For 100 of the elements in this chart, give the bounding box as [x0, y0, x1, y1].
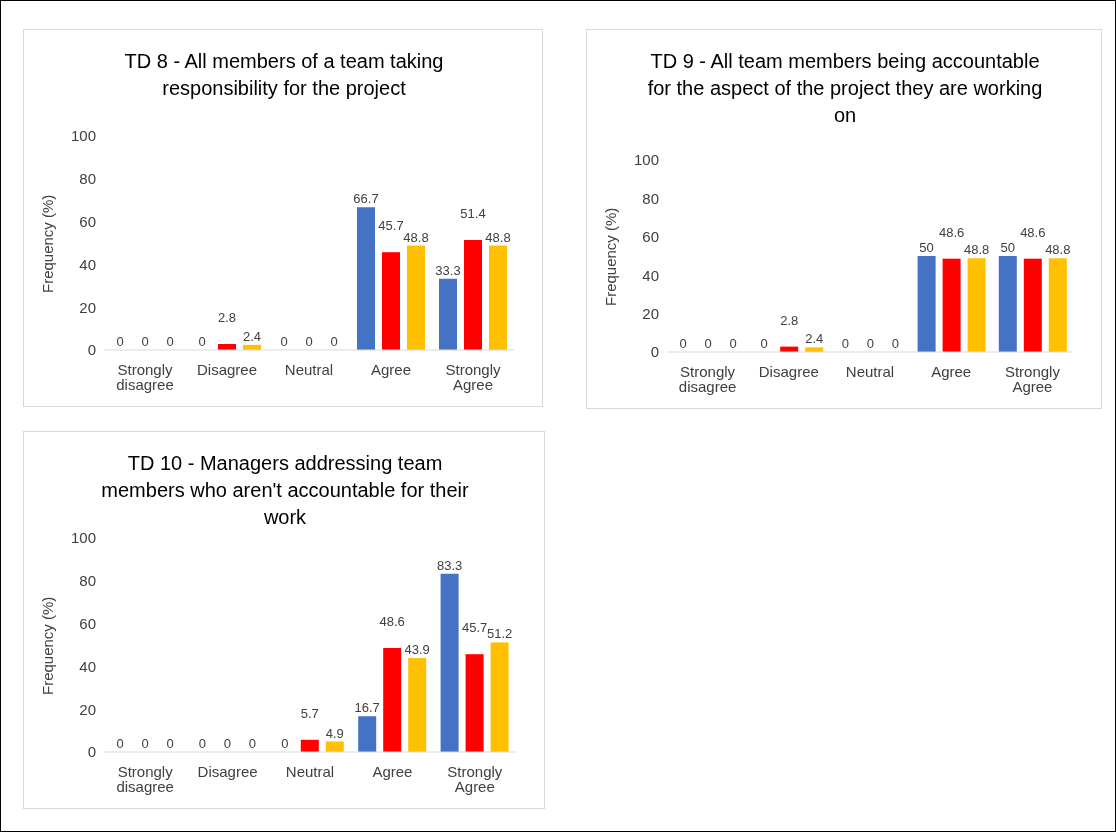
- bar: [464, 240, 482, 350]
- y-tick-label: 20: [642, 304, 659, 322]
- data-label: 0: [116, 334, 124, 349]
- x-tick-label: Disagree: [197, 762, 258, 780]
- bar: [357, 207, 375, 350]
- y-axis-title: Frequency (%): [39, 194, 57, 293]
- data-label: 48.8: [963, 242, 990, 258]
- x-tick-label: Neutral: [845, 362, 895, 380]
- data-label: 0: [198, 334, 206, 349]
- x-tick-label: Strongly disagree: [116, 762, 174, 795]
- y-tick-label: 20: [79, 700, 96, 718]
- bar: [942, 258, 961, 352]
- bar: [489, 245, 507, 350]
- data-label: 50: [1000, 240, 1016, 255]
- data-label: 45.7: [461, 620, 488, 636]
- x-tick-label: Agree: [372, 762, 413, 780]
- data-label: 16.7: [354, 700, 380, 716]
- chart-title: TD 9 - All team members being accountable for the aspect of the project they are working on: [647, 49, 1043, 128]
- x-tick-label: Neutral: [285, 762, 335, 780]
- data-label: 48.8: [1045, 242, 1071, 258]
- x-tick-label: Strongly Agree: [1004, 362, 1061, 395]
- bar: [407, 245, 425, 350]
- bar: [998, 256, 1017, 352]
- y-tick-label: 20: [79, 298, 96, 316]
- data-label: 48.6: [938, 224, 965, 240]
- y-tick-label: 0: [87, 743, 96, 761]
- data-label: 2.4: [805, 331, 824, 347]
- bar: [408, 658, 427, 752]
- bar: [440, 573, 459, 752]
- bar: [1048, 258, 1067, 352]
- y-tick-label: 40: [642, 266, 659, 284]
- data-label: 0: [116, 736, 124, 751]
- y-tick-label: 80: [79, 170, 96, 188]
- y-tick-label: 60: [79, 614, 96, 632]
- data-label: 0: [841, 336, 850, 351]
- x-tick-label: Disagree: [758, 362, 819, 380]
- data-label: 0: [248, 736, 257, 751]
- data-label: 43.9: [404, 642, 430, 658]
- data-label: 0: [866, 336, 875, 351]
- data-label: 83.3: [436, 557, 463, 573]
- data-label: 0: [281, 736, 289, 751]
- y-tick-label: 80: [642, 189, 659, 207]
- data-label: 48.6: [1020, 224, 1046, 240]
- y-tick-label: 40: [79, 255, 96, 273]
- chart-title: TD 10 - Managers addressing team members who aren't accountable for their work: [100, 451, 470, 530]
- data-label: 33.3: [435, 262, 461, 278]
- data-label: 0: [729, 336, 737, 351]
- y-tick-label: 100: [633, 151, 659, 169]
- x-tick-label: Disagree: [196, 360, 258, 378]
- bar: [465, 654, 484, 752]
- data-label: 51.4: [460, 206, 486, 221]
- bar: [1023, 258, 1042, 352]
- data-label: 48.8: [485, 229, 511, 245]
- y-axis-title: Frequency (%): [602, 207, 620, 306]
- data-label: 0: [198, 736, 207, 751]
- data-label: 51.2: [486, 626, 513, 642]
- data-label: 66.7: [353, 191, 379, 207]
- data-label: 0: [280, 334, 288, 349]
- data-label: 5.7: [300, 705, 319, 721]
- x-tick-label: Agree: [370, 360, 412, 378]
- y-axis-title: Frequency (%): [39, 596, 57, 695]
- x-tick-label: Agree: [931, 362, 972, 380]
- data-label: 0: [760, 336, 768, 351]
- bar: [439, 278, 457, 350]
- bar: [917, 256, 936, 352]
- x-tick-label: Neutral: [284, 360, 334, 378]
- x-tick-label: Strongly disagree: [678, 362, 737, 395]
- bar: [300, 739, 319, 752]
- data-label: 0: [679, 336, 687, 351]
- bar: [490, 642, 509, 752]
- data-label: 0: [891, 336, 900, 351]
- y-tick-label: 0: [87, 341, 96, 359]
- y-tick-label: 100: [70, 529, 96, 547]
- data-label: 0: [305, 334, 313, 349]
- data-label: 0: [141, 736, 149, 751]
- x-tick-label: Strongly Agree: [445, 360, 502, 393]
- y-tick-label: 60: [642, 228, 659, 246]
- data-label: 0: [704, 336, 712, 351]
- x-tick-label: Strongly Agree: [447, 762, 503, 795]
- data-label: 0: [166, 334, 174, 349]
- data-label: 2.8: [780, 312, 799, 328]
- y-tick-label: 60: [79, 212, 96, 230]
- chart-title: TD 8 - All members of a team taking responsibility for the project: [123, 49, 445, 101]
- data-label: 45.7: [378, 218, 404, 234]
- y-tick-label: 40: [79, 657, 96, 675]
- data-label: 0: [223, 736, 232, 751]
- data-label: 0: [141, 334, 149, 349]
- data-label: 48.8: [403, 229, 429, 245]
- x-tick-label: Strongly disagree: [116, 360, 174, 393]
- y-tick-label: 0: [650, 343, 659, 361]
- data-label: 0: [330, 334, 338, 349]
- data-label: 48.6: [379, 614, 405, 629]
- data-label: 0: [166, 736, 174, 751]
- data-label: 2.4: [242, 328, 262, 344]
- bar: [967, 258, 986, 352]
- y-tick-label: 80: [79, 572, 96, 590]
- bar: [358, 716, 377, 752]
- bar: [382, 252, 400, 350]
- y-tick-label: 100: [70, 127, 96, 145]
- bar: [383, 648, 402, 752]
